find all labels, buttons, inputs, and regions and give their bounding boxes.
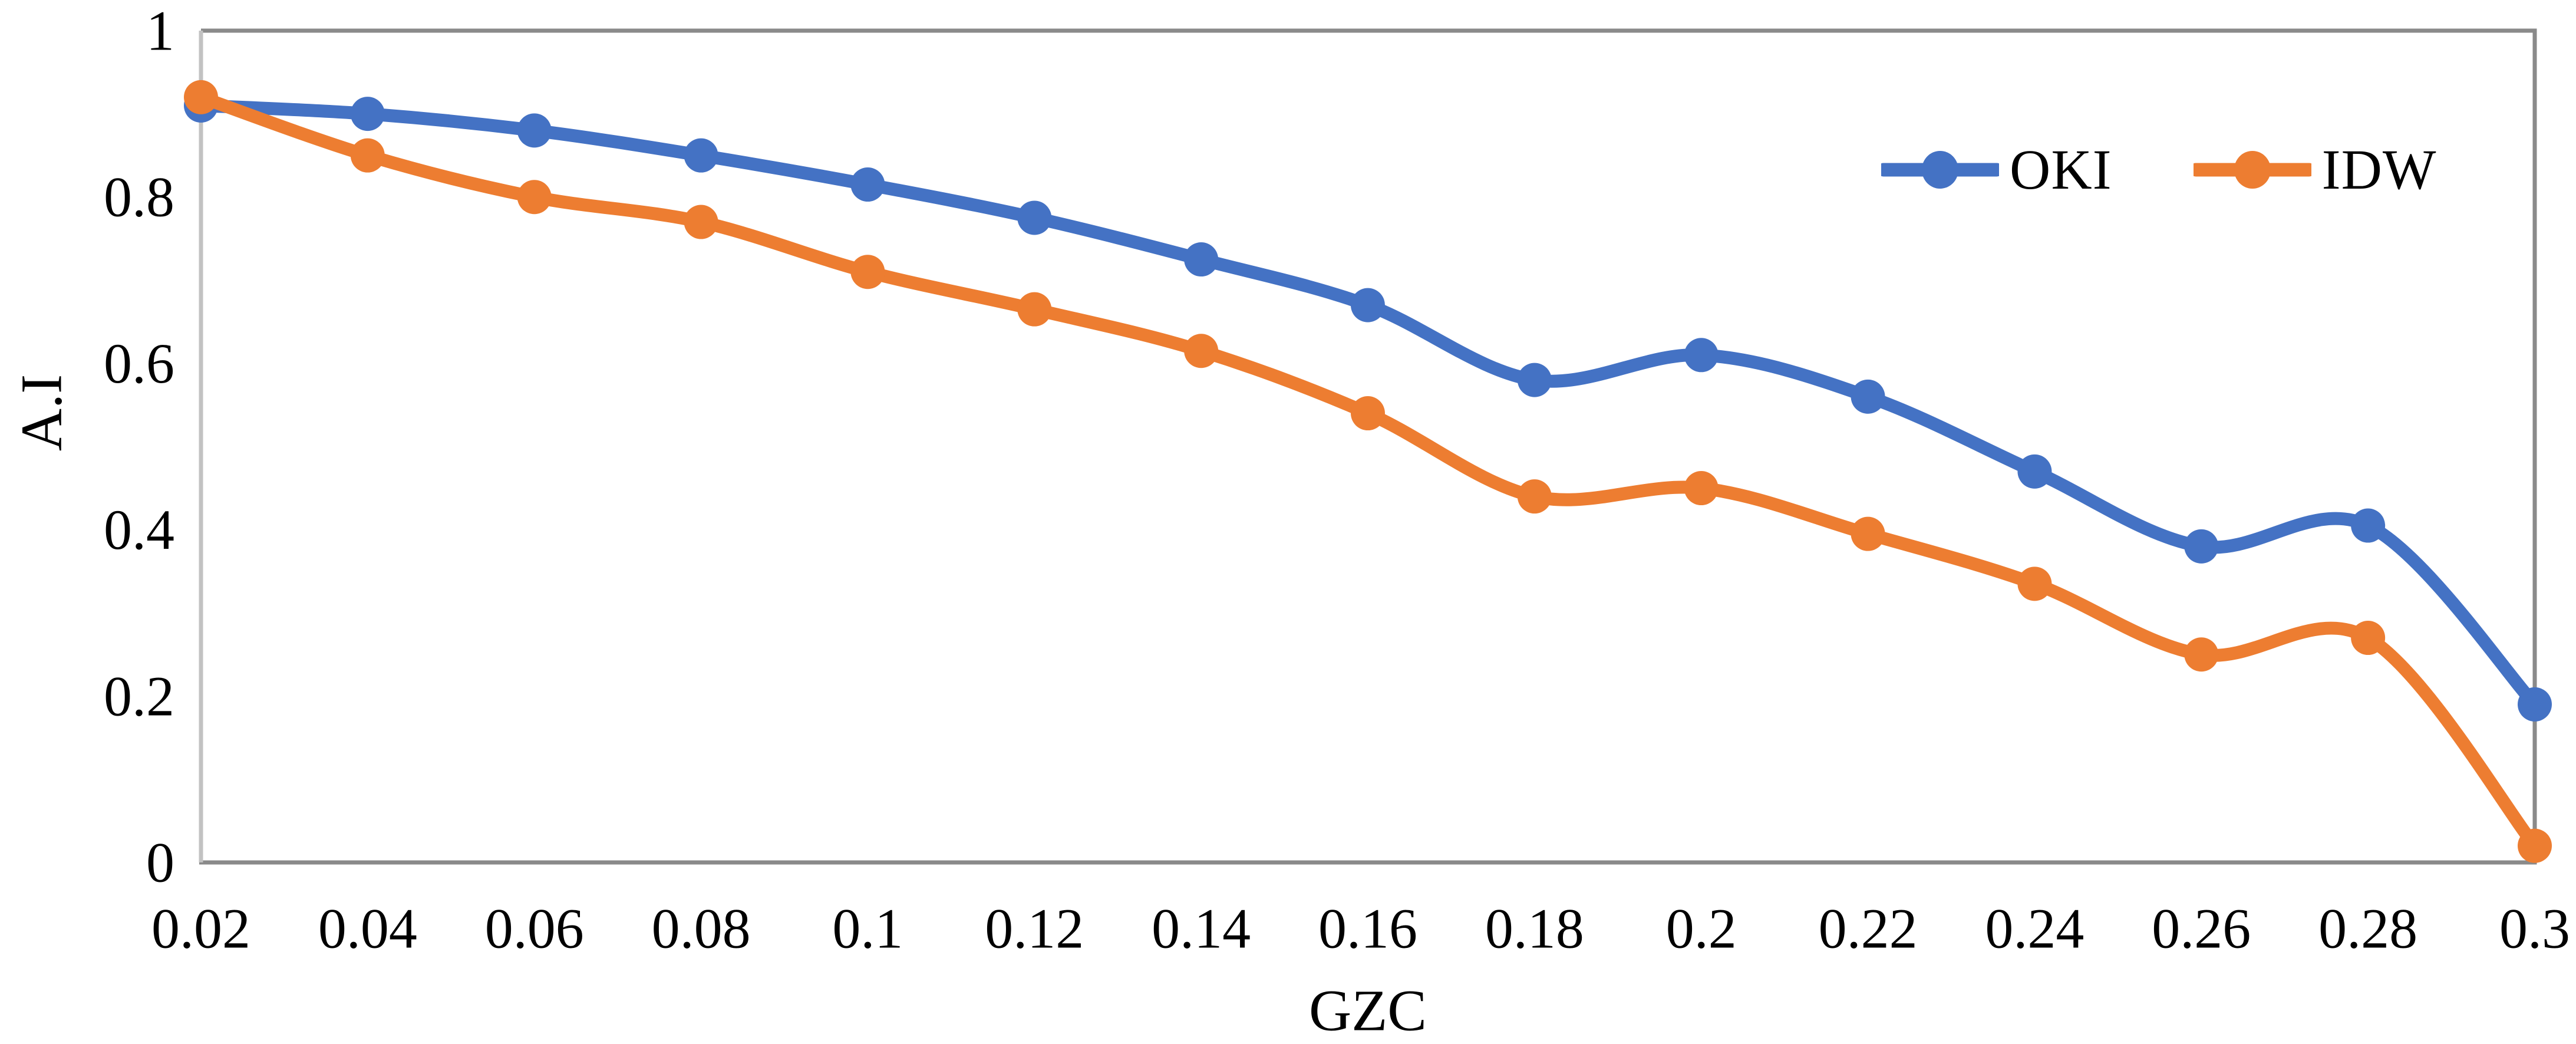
legend-label-idw: IDW <box>2321 138 2437 201</box>
data-point-marker-idw <box>517 180 552 215</box>
y-tick-label: 0.2 <box>104 664 174 727</box>
x-tick-label: 0.04 <box>318 897 417 960</box>
data-point-marker-idw <box>1851 516 1885 551</box>
data-point-marker-idw <box>1351 396 1385 431</box>
x-tick-label: 0.14 <box>1152 897 1251 960</box>
data-point-marker-idw <box>2184 637 2219 672</box>
data-point-marker-idw <box>2518 828 2552 863</box>
data-point-marker-oki <box>2184 529 2219 564</box>
x-tick-label: 0.16 <box>1318 897 1417 960</box>
data-point-marker-idw <box>850 255 885 289</box>
data-point-marker-idw <box>684 205 718 239</box>
legend-line-marker-idw <box>2193 151 2311 189</box>
plot-border <box>199 28 2537 865</box>
x-tick-label: 0.1 <box>832 897 903 960</box>
data-point-marker-oki <box>2518 687 2552 722</box>
data-point-marker-idw <box>1517 479 1552 514</box>
data-point-marker-idw <box>1184 334 1219 368</box>
x-tick-label: 0.08 <box>652 897 751 960</box>
legend-label-oki: OKI <box>2010 138 2112 201</box>
data-point-marker-idw <box>350 138 385 173</box>
data-point-marker-oki <box>2017 454 2052 489</box>
y-tick-label: 0 <box>146 831 174 894</box>
data-point-marker-oki <box>1351 288 1385 322</box>
data-point-marker-oki <box>350 97 385 131</box>
data-point-marker-idw <box>184 80 218 114</box>
x-tick-label: 0.22 <box>1819 897 1918 960</box>
legend-item-idw: IDW <box>2193 134 2437 205</box>
x-tick-label: 0.02 <box>151 897 250 960</box>
data-point-marker-oki <box>1017 200 1052 235</box>
data-point-marker-oki <box>517 113 552 148</box>
chart-legend: OKI IDW <box>1881 134 2437 205</box>
data-point-marker-oki <box>1851 379 1885 414</box>
x-tick-label: 0.3 <box>2499 897 2570 960</box>
y-tick-label: 0.4 <box>104 498 174 561</box>
data-point-marker-oki <box>684 138 718 173</box>
x-tick-label: 0.24 <box>1985 897 2084 960</box>
data-point-marker-oki <box>1184 242 1219 277</box>
y-tick-label: 0.6 <box>104 332 174 395</box>
data-point-marker-idw <box>1684 471 1719 506</box>
data-point-marker-idw <box>2351 621 2386 656</box>
y-tick-label: 0.8 <box>104 166 174 229</box>
series-line-idw <box>194 90 2541 852</box>
data-point-marker-oki <box>850 167 885 202</box>
y-axis-title: A.I <box>9 374 74 452</box>
data-point-marker-oki <box>1684 338 1719 373</box>
legend-item-oki: OKI <box>1881 134 2112 205</box>
x-axis-title: GZC <box>1309 978 1427 1043</box>
data-point-marker-idw <box>2017 567 2052 601</box>
x-tick-label: 0.18 <box>1485 897 1584 960</box>
data-point-marker-oki <box>2351 508 2386 543</box>
data-point-marker-idw <box>1017 292 1052 327</box>
x-tick-label: 0.28 <box>2318 897 2417 960</box>
x-tick-label: 0.06 <box>485 897 584 960</box>
x-tick-label: 0.2 <box>1666 897 1737 960</box>
x-tick-label: 0.26 <box>2152 897 2251 960</box>
legend-line-marker-oki <box>1881 151 1999 189</box>
data-point-marker-oki <box>1517 363 1552 397</box>
y-tick-label: 1 <box>146 0 174 62</box>
x-tick-label: 0.12 <box>985 897 1084 960</box>
